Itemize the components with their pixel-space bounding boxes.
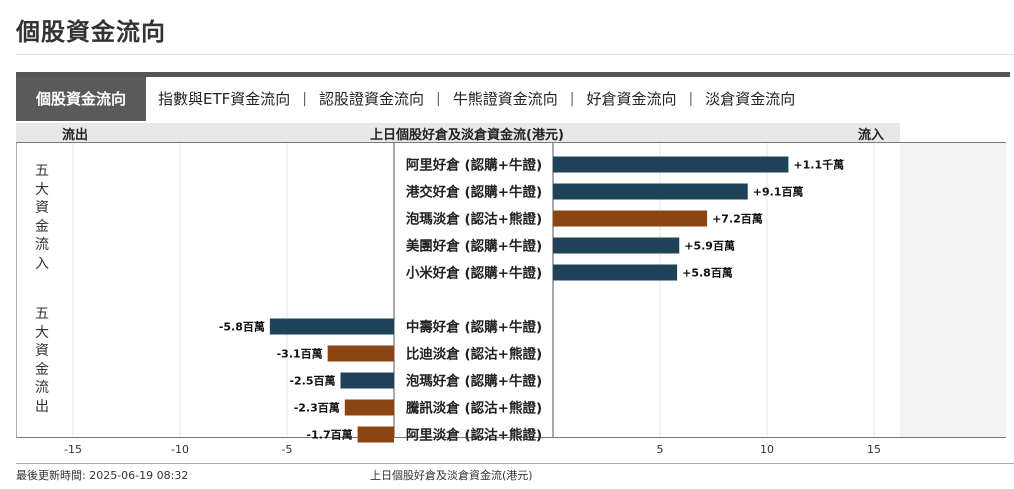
tab-stock-fund-flow[interactable]: 個股資金流向 [16,77,147,121]
value-label: +9.1百萬 [753,185,804,199]
chart-header-right-pad [900,123,1006,142]
value-label: -1.7百萬 [307,428,353,442]
tab-long-fund-flow[interactable]: 好倉資金流向 [586,90,677,108]
tab-strip-border [16,72,1010,77]
category-label: 騰訊淡倉 (認沽+熊證) [406,400,542,417]
bar [553,264,678,281]
bar [553,210,708,227]
category-label: 泡瑪淡倉 (認沽+熊證) [406,211,542,228]
title-divider [16,54,1014,55]
bar [553,237,680,254]
outflow-side-label: 五大資金流出 [35,306,49,415]
x-tick-label: -10 [171,443,189,456]
category-label: 阿里好倉 (認購+牛證) [406,157,542,174]
bar [553,183,748,200]
bar [553,156,789,173]
category-label: 美團好倉 (認購+牛證) [406,238,542,255]
tab-separator: | [569,91,575,107]
tab-short-fund-flow[interactable]: 淡倉資金流向 [705,90,796,108]
tab-separator: | [688,91,694,107]
bar [340,372,394,389]
category-label: 港交好倉 (認購+牛證) [406,184,542,201]
tab-warrant-fund-flow[interactable]: 認股證資金流向 [319,90,425,108]
value-label: +5.9百萬 [684,239,735,253]
chart-header-bar [16,123,900,142]
footer-caption: 上日個股好倉及淡倉資金流(港元) [370,469,533,482]
value-label: -5.8百萬 [219,320,265,334]
x-tick-label: 15 [867,443,881,456]
tab-bar: 個股資金流向 指數與ETF資金流向 | 認股證資金流向 | 牛熊證資金流向 | … [16,77,807,121]
category-label: 中壽好倉 (認購+牛證) [406,319,542,336]
bar [344,399,394,416]
footer-divider [16,463,1014,464]
x-tick-label: -15 [64,443,82,456]
inflow-side-label: 五大資金流入 [35,163,49,272]
inflow-header: 流入 [858,128,885,143]
value-label: +1.1千萬 [793,158,844,172]
chart-right-pad [900,143,1006,437]
value-label: +5.8百萬 [682,266,733,280]
x-tick-label: 10 [760,443,774,456]
x-tick-label: 5 [657,443,664,456]
category-label: 泡瑪好倉 (認購+牛證) [406,373,542,390]
chart-header-title: 上日個股好倉及淡倉資金流(港元) [370,128,564,143]
category-label: 阿里淡倉 (認沽+熊證) [406,427,542,444]
tab-cbbc-fund-flow[interactable]: 牛熊證資金流向 [452,90,558,108]
tab-separator: | [302,91,308,107]
tab-index-etf-fund-flow[interactable]: 指數與ETF資金流向 [158,90,291,108]
value-label: -3.1百萬 [277,347,323,361]
value-label: -2.5百萬 [289,374,335,388]
value-label: -2.3百萬 [294,401,340,415]
last-updated-text: 最後更新時間: 2025-06-19 08:32 [16,469,189,482]
category-label: 小米好倉 (認購+牛證) [406,265,542,282]
outflow-header: 流出 [62,128,89,143]
bar [327,345,394,362]
bar [269,318,394,335]
category-label: 比迪淡倉 (認沽+熊證) [406,346,542,363]
value-label: +7.2百萬 [712,212,763,226]
x-tick-label: -5 [282,443,293,456]
bar [357,426,394,443]
page-title: 個股資金流向 [16,18,166,46]
chart-frame [16,142,1006,438]
tab-separator: | [436,91,441,107]
